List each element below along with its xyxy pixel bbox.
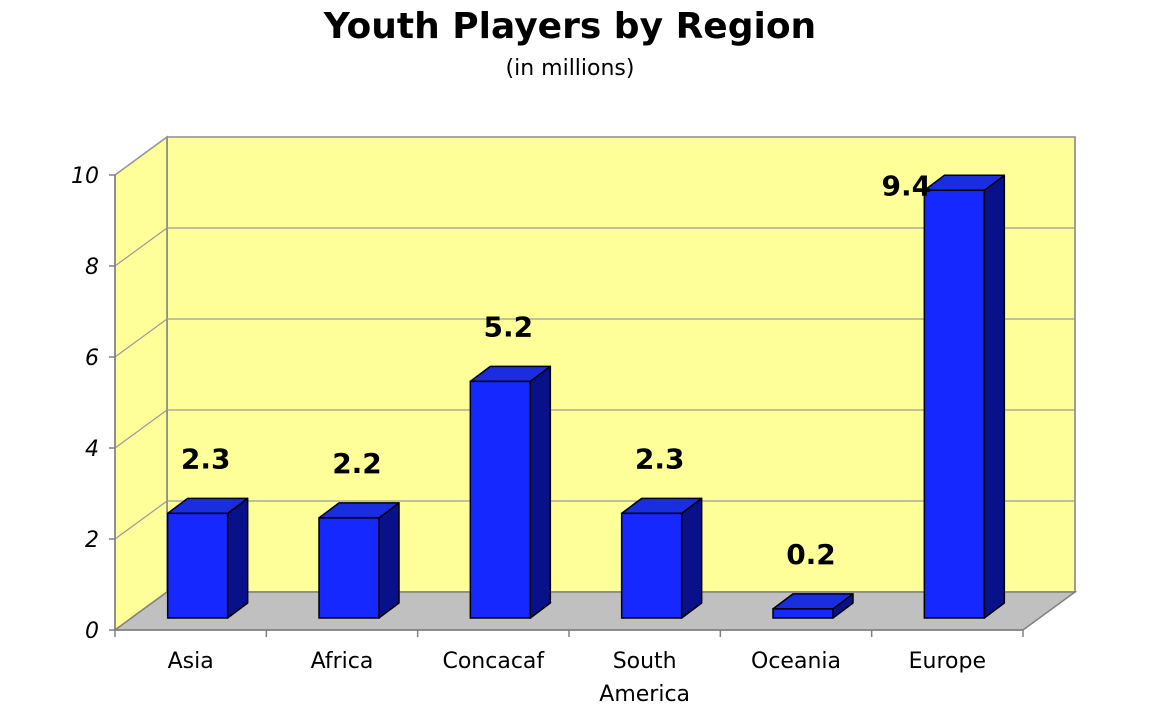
bar	[923, 174, 1006, 619]
data-label: 9.4	[882, 169, 932, 202]
data-label: 2.2	[332, 447, 382, 480]
x-tick-label: Concacaf	[442, 649, 545, 674]
bar	[620, 497, 703, 619]
y-tick-label: 10	[71, 164, 99, 189]
data-label: 2.3	[181, 442, 231, 475]
bars	[166, 174, 1006, 619]
x-tick-label: South America	[599, 649, 690, 707]
gridline	[114, 500, 1075, 540]
bar-front	[923, 189, 986, 619]
y-axis: 0 2 4 6 8 10	[71, 164, 116, 644]
gridline	[114, 318, 1075, 358]
x-tick-label: Oceania	[751, 649, 841, 674]
gridline	[114, 227, 1075, 267]
chart-title: Youth Players by Region	[323, 6, 817, 47]
bar-side	[680, 497, 703, 619]
bar-side	[529, 365, 552, 619]
bar	[318, 502, 400, 619]
y-tick-label: 2	[85, 528, 99, 553]
gridlines	[114, 136, 1075, 540]
bar-side	[226, 497, 249, 619]
y-tick-label: 4	[85, 437, 99, 462]
bar	[469, 365, 552, 619]
y-tick-label: 6	[85, 346, 99, 371]
bar-front	[166, 512, 229, 619]
bar-side	[983, 174, 1006, 619]
bar	[772, 593, 854, 619]
data-labels: 2.3 2.2 5.2 2.3 0.2 9.4	[181, 169, 931, 571]
y-tick-label: 0	[85, 619, 99, 644]
gridline	[114, 409, 1075, 449]
bar-side	[378, 502, 400, 619]
bar-front	[772, 608, 834, 619]
data-label: 0.2	[786, 538, 836, 571]
x-tick-label: Asia	[168, 649, 214, 674]
bar	[166, 497, 249, 619]
gridline	[114, 136, 1075, 176]
x-tick-label: Europe	[909, 649, 986, 674]
chart-subtitle: (in millions)	[505, 56, 635, 81]
x-axis: Asia Africa Concacaf South America Oceania Eur…	[114, 629, 1024, 707]
data-label: 2.3	[635, 442, 685, 475]
data-label: 5.2	[484, 310, 534, 343]
bar-front	[620, 512, 683, 619]
bar-front	[469, 380, 532, 619]
y-tick-label: 8	[85, 255, 99, 280]
x-tick-label: Africa	[311, 649, 374, 674]
bar-front	[318, 517, 380, 619]
side-wall	[114, 135, 168, 632]
